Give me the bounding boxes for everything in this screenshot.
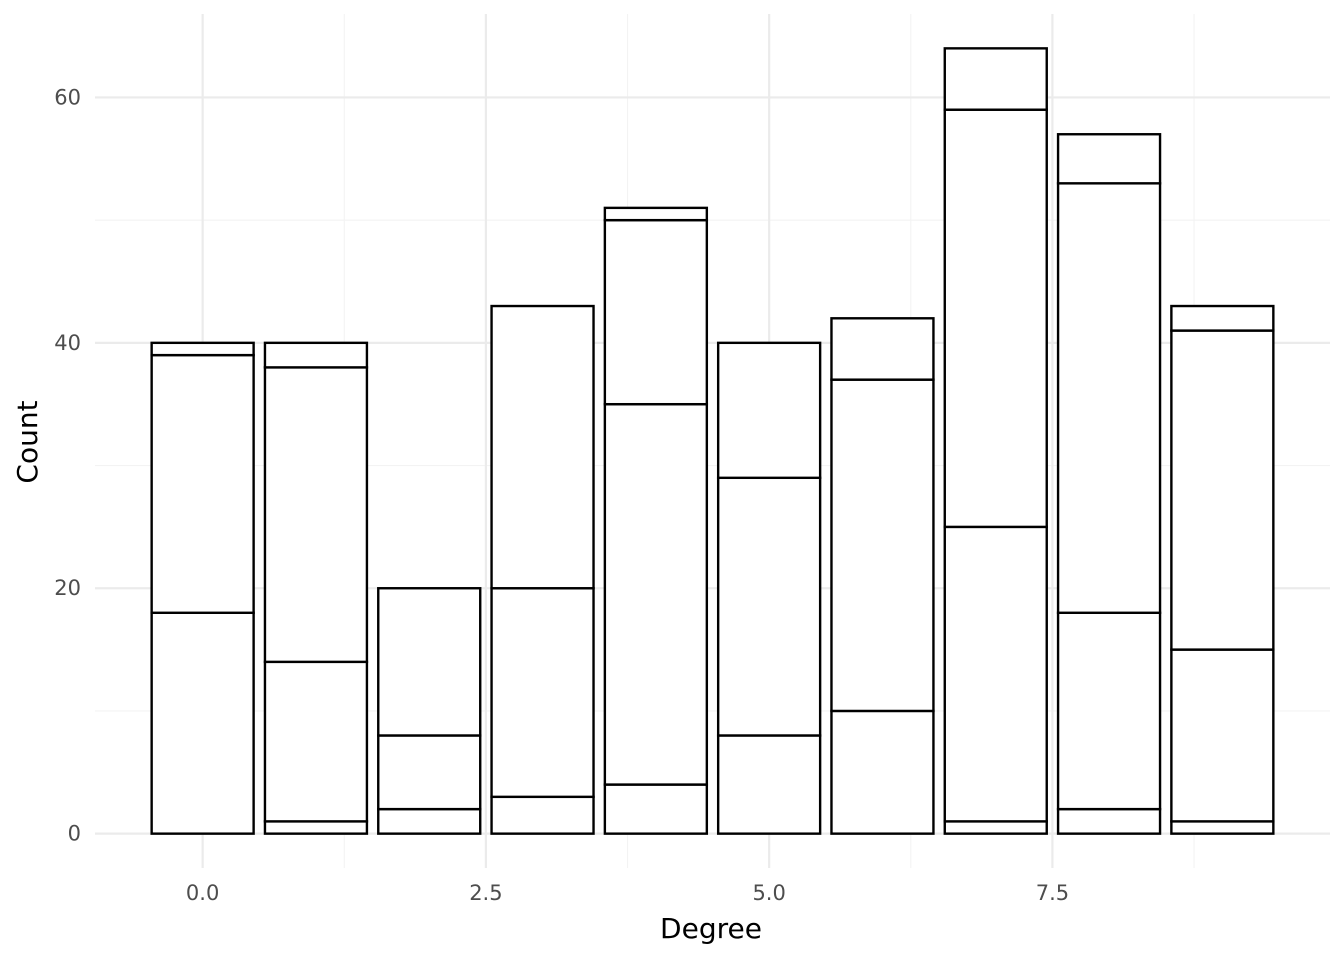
- bar-stack: [943, 47, 1048, 835]
- bar-segment: [263, 366, 369, 664]
- bar-segment: [263, 341, 369, 369]
- y-axis-ticks: 0 20 40 60: [54, 85, 81, 845]
- bar-segment: [943, 525, 1048, 823]
- bar-segment: [263, 660, 369, 823]
- bar-segment: [1056, 807, 1162, 835]
- bar-segment: [1170, 304, 1275, 332]
- bar-segment: [1056, 182, 1162, 614]
- bar-segment: [490, 795, 595, 835]
- bar-segment: [150, 611, 255, 835]
- bar-stack: [377, 587, 482, 835]
- x-tick-label: 5.0: [752, 881, 785, 905]
- bar-segment: [1170, 820, 1275, 835]
- bars: [150, 47, 1275, 835]
- bar-segment: [377, 807, 482, 835]
- bar-segment: [603, 402, 709, 786]
- bar-segment: [830, 378, 935, 713]
- bar-segment: [603, 206, 709, 222]
- bar-segment: [943, 47, 1048, 111]
- bar-segment: [716, 734, 822, 835]
- bar-segment: [603, 783, 709, 835]
- y-axis-title: Count: [11, 400, 44, 483]
- x-axis-title: Degree: [660, 912, 762, 945]
- bar-segment: [830, 709, 935, 835]
- bar-stack: [603, 206, 709, 835]
- bar-segment: [263, 820, 369, 835]
- bar-stack: [263, 341, 369, 835]
- bar-segment: [716, 476, 822, 737]
- x-tick-label: 0.0: [186, 881, 219, 905]
- bar-stack: [1056, 133, 1162, 835]
- bar-segment: [603, 218, 709, 406]
- bar-stack: [490, 304, 595, 835]
- y-tick-label: 40: [54, 331, 81, 355]
- x-tick-label: 2.5: [469, 881, 502, 905]
- bar-stack: [830, 317, 935, 835]
- bar-stack: [1170, 304, 1275, 835]
- x-axis-ticks: 0.0 2.5 5.0 7.5: [186, 881, 1069, 905]
- bar-segment: [716, 341, 822, 480]
- y-tick-label: 0: [68, 822, 81, 846]
- bar-segment: [150, 353, 255, 614]
- bar-segment: [1170, 648, 1275, 823]
- y-tick-label: 20: [54, 576, 81, 600]
- bar-stack: [150, 341, 255, 835]
- bar-segment: [490, 304, 595, 590]
- bar-segment: [377, 734, 482, 811]
- bar-segment: [490, 587, 595, 799]
- x-tick-label: 7.5: [1036, 881, 1069, 905]
- bar-segment: [1056, 611, 1162, 811]
- bar-segment: [150, 341, 255, 357]
- bar-segment: [1056, 133, 1162, 185]
- bar-stack: [716, 341, 822, 835]
- bar-segment: [1170, 329, 1275, 651]
- bar-segment: [943, 108, 1048, 529]
- bar-segment: [377, 587, 482, 737]
- bar-segment: [943, 820, 1048, 835]
- y-tick-label: 60: [54, 85, 81, 109]
- bar-segment: [830, 317, 935, 381]
